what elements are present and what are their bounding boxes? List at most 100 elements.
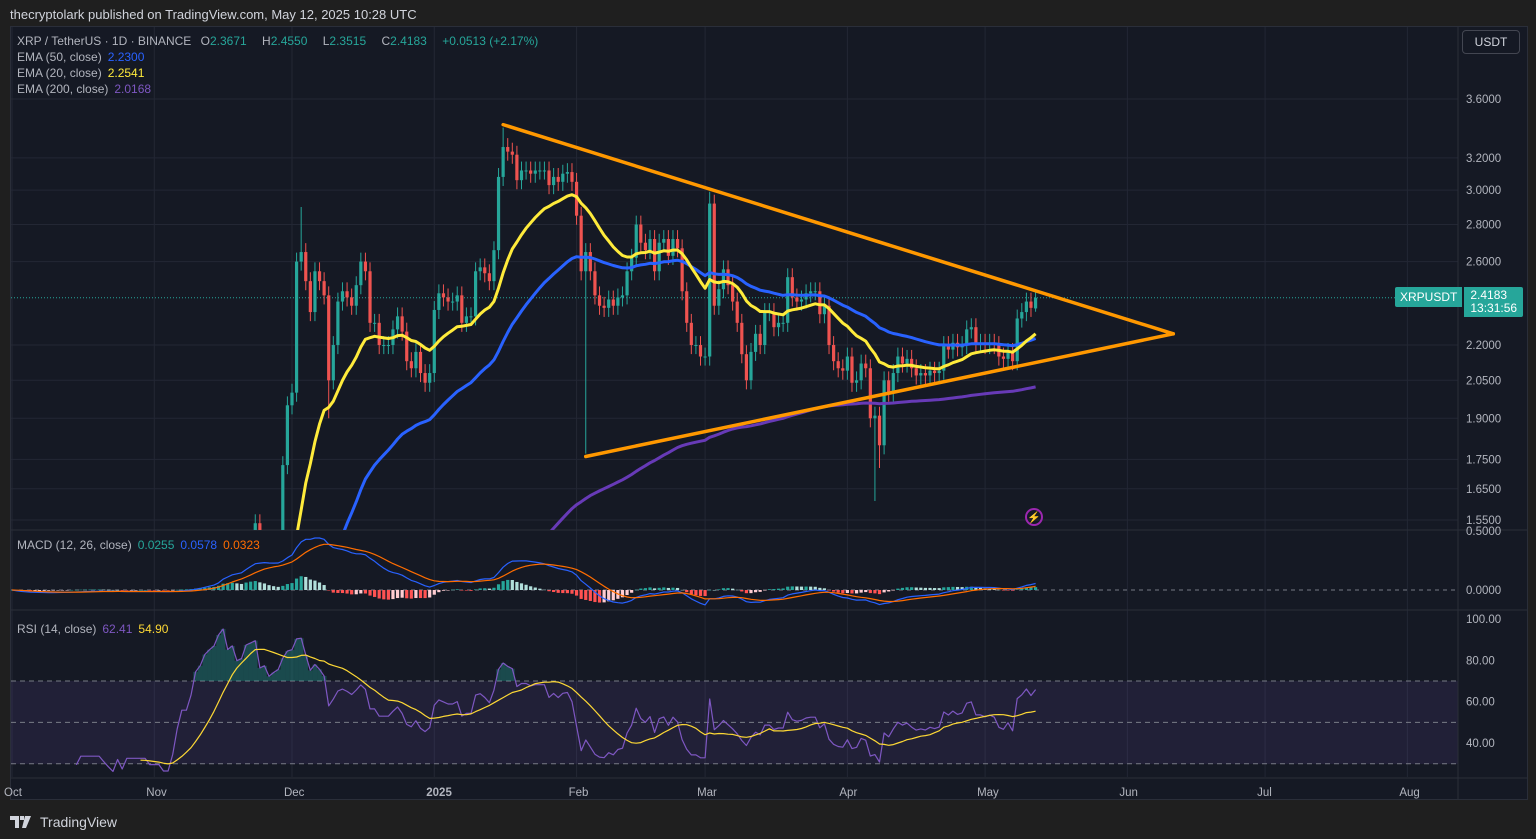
price-pane[interactable] — [11, 122, 1458, 537]
macd-histogram-bar — [469, 590, 473, 591]
macd-histogram-bar — [478, 588, 482, 590]
ema200-legend[interactable]: EMA (200, close) 2.0168 — [17, 82, 157, 96]
candle-body — [1033, 297, 1038, 309]
ema20-label: EMA (20, close) — [17, 66, 102, 80]
macd-histogram-bar — [143, 589, 147, 591]
ema50-label: EMA (50, close) — [17, 50, 102, 64]
candle-body — [451, 301, 455, 303]
pane-separators[interactable] — [11, 27, 1528, 800]
macd-histogram-bar — [685, 590, 689, 593]
open-label: O — [200, 34, 210, 48]
candle-body — [634, 224, 638, 258]
price-tick-label: 3.0000 — [1466, 185, 1501, 197]
ema50-value: 2.2300 — [107, 50, 145, 64]
macd-histogram-bar — [744, 590, 748, 594]
candle-body — [717, 289, 721, 306]
macd-histogram-bar — [891, 590, 895, 591]
macd-histogram-bar — [726, 588, 730, 590]
macd-tick-label: 0.5000 — [1466, 526, 1501, 538]
macd-histogram-bar — [533, 587, 537, 590]
candle-body — [547, 170, 551, 186]
candle-body — [354, 285, 358, 306]
macd-hist-value: 0.0255 — [137, 538, 175, 552]
macd-histogram-bar — [804, 586, 808, 590]
ema50-legend[interactable]: EMA (50, close) 2.2300 — [17, 50, 150, 64]
macd-histogram-bar — [262, 583, 267, 590]
macd-histogram-bar — [184, 589, 189, 590]
chart-panel[interactable] — [10, 26, 1528, 800]
rsi-overbought-fill — [500, 662, 506, 682]
candle-body — [698, 345, 703, 357]
candle-body — [317, 271, 322, 282]
macd-histogram-bar — [340, 590, 345, 594]
macd-histogram-bar — [409, 590, 413, 599]
macd-histogram-bar — [473, 589, 478, 590]
time-axis[interactable]: Oct Nov Dec 2025 Feb Mar Apr May Jun Jul Aug — [4, 787, 1420, 799]
candle-body — [478, 267, 482, 272]
macd-histogram-bar — [547, 590, 551, 592]
macd-histogram-bar — [772, 589, 776, 590]
candle-body — [689, 322, 693, 346]
candle-body — [441, 293, 446, 298]
macd-histogram-bar — [542, 589, 547, 591]
candle-body — [795, 297, 799, 302]
rsi-overbought-fill — [275, 669, 281, 682]
candle-body — [350, 297, 354, 306]
macd-histogram-bar — [731, 588, 735, 590]
rsi-tick-label: 80.00 — [1466, 655, 1495, 667]
macd-legend[interactable]: MACD (12, 26, close) 0.0255 0.0578 0.0323 — [17, 538, 266, 552]
macd-histogram-bar — [134, 590, 138, 591]
rsi-overbought-fill — [312, 664, 318, 682]
macd-histogram-bar — [671, 587, 675, 590]
candle-body — [974, 327, 978, 343]
symbol-legend: XRP / TetherUS · 1D · BINANCE O2.3671 H2… — [17, 34, 544, 48]
candle-body — [409, 361, 413, 369]
macd-histogram-bar — [1029, 587, 1033, 590]
candle-body — [786, 277, 790, 323]
ema20-legend[interactable]: EMA (20, close) 2.2541 — [17, 66, 150, 80]
macd-histogram-bar — [258, 582, 262, 590]
macd-histogram-bar — [877, 590, 882, 595]
macd-histogram-bar — [65, 590, 69, 591]
macd-histogram-bar — [570, 590, 574, 594]
candle-body — [552, 176, 556, 186]
macd-histogram-bar — [698, 590, 703, 596]
candle-body — [432, 309, 436, 374]
candle-body — [331, 345, 335, 381]
macd-histogram-bar — [574, 590, 579, 596]
price-axis[interactable]: 3.6000 3.2000 3.0000 2.8000 2.6000 2.2000 2.05… — [1466, 94, 1501, 750]
macd-histogram-bar — [336, 590, 340, 593]
macd-histogram-bar — [827, 590, 831, 591]
candle-body — [799, 299, 804, 302]
rsi-tick-label: 60.00 — [1466, 697, 1495, 709]
macd-histogram-bar — [749, 590, 753, 594]
change-value: +0.0513 (+2.17%) — [442, 34, 539, 48]
macd-pane[interactable] — [10, 537, 1458, 606]
macd-histogram-bar — [955, 586, 960, 590]
candle-body — [832, 345, 836, 362]
macd-histogram-bar — [666, 587, 670, 590]
rsi-overbought-fill — [308, 670, 313, 682]
currency-button[interactable]: USDT — [1462, 30, 1520, 54]
macd-histogram-bar — [832, 590, 836, 592]
macd-histogram-bar — [180, 589, 184, 591]
rsi-legend[interactable]: RSI (14, close) 62.41 54.90 — [17, 622, 174, 636]
rsi-overbought-fill — [257, 667, 263, 682]
macd-histogram-bar — [313, 580, 317, 590]
rsi-overbought-fill — [220, 628, 226, 682]
rsi-pane[interactable] — [11, 628, 1458, 772]
lightning-icon[interactable]: ⚡ — [1025, 508, 1043, 526]
macd-histogram-bar — [928, 587, 932, 590]
macd-histogram-bar — [625, 590, 629, 596]
rsi-overbought-fill — [262, 665, 267, 682]
footer-brand[interactable]: TradingView — [10, 814, 117, 830]
rsi-overbought-fill — [317, 669, 322, 682]
macd-histogram-bar — [304, 576, 308, 590]
price-tick-label: 2.6000 — [1466, 257, 1501, 269]
candle-body — [519, 170, 524, 181]
macd-histogram-bar — [712, 589, 716, 591]
macd-histogram-bar — [524, 584, 528, 590]
open-value: 2.3671 — [209, 34, 247, 48]
macd-histogram-bar — [93, 589, 97, 591]
